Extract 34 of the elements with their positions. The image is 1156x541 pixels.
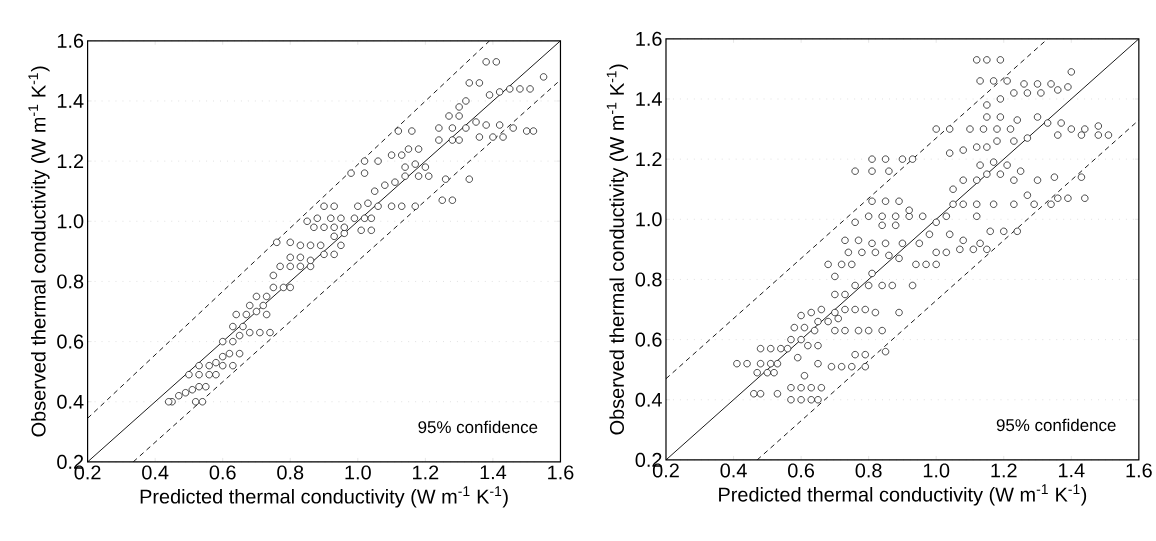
y-tick-label: 0.6	[57, 334, 84, 349]
x-tick-label: 0.4	[142, 465, 169, 480]
x-axis-title: Predicted thermal conductivity (W m$^{-1}$ K$^{-1}$)	[719, 484, 1087, 506]
y-tick-label: 0.8	[635, 272, 662, 287]
y-tick-label: 0.6	[635, 332, 662, 347]
x-tick-label: 0.8	[277, 465, 304, 480]
y-tick-label: 1.2	[57, 154, 84, 169]
x-tick-label: 1.4	[1058, 463, 1085, 478]
x-tick-label: 1.0	[923, 463, 950, 478]
y-axis-title: Observed thermal conductivity (W m$^{-1}$ K$^{-1}$)	[606, 64, 628, 435]
y-tick-label: 0.4	[57, 394, 84, 410]
x-tick-label: 0.6	[209, 465, 236, 480]
y-tick-label: 1.6	[57, 33, 84, 49]
y-tick-label: 1.6	[636, 32, 662, 47]
y-tick-label: 1.0	[636, 212, 662, 227]
y-tick-label: 1.2	[636, 152, 662, 167]
x-tick-label: 0.8	[855, 463, 882, 478]
annotation: 95% confidence	[418, 420, 538, 434]
x-tick-label: 1.6	[1126, 463, 1152, 478]
x-tick-label: 1.4	[480, 465, 507, 480]
y-tick-label: 1.0	[57, 214, 84, 229]
y-tick-label: 1.4	[636, 92, 662, 107]
x-tick-label: 0.6	[788, 463, 815, 478]
y-axis-title: Observed thermal conductivity (W m$^{-1}$ K$^{-1}$)	[28, 66, 50, 437]
x-tick-label: 1.0	[345, 465, 371, 480]
y-tick-label: 0.4	[635, 392, 662, 408]
x-tick-label: 1.2	[413, 465, 439, 480]
x-tick-label: 1.6	[548, 465, 574, 480]
x-tick-label: 1.2	[991, 463, 1017, 478]
y-tick-label: 1.4	[57, 94, 84, 109]
annotation: 95% confidence	[996, 418, 1116, 432]
x-axis-title: Predicted thermal conductivity (W m$^{-1}$ K$^{-1}$)	[140, 486, 508, 508]
y-tick-label: 0.8	[57, 274, 84, 289]
x-tick-label: 0.4	[720, 463, 747, 478]
